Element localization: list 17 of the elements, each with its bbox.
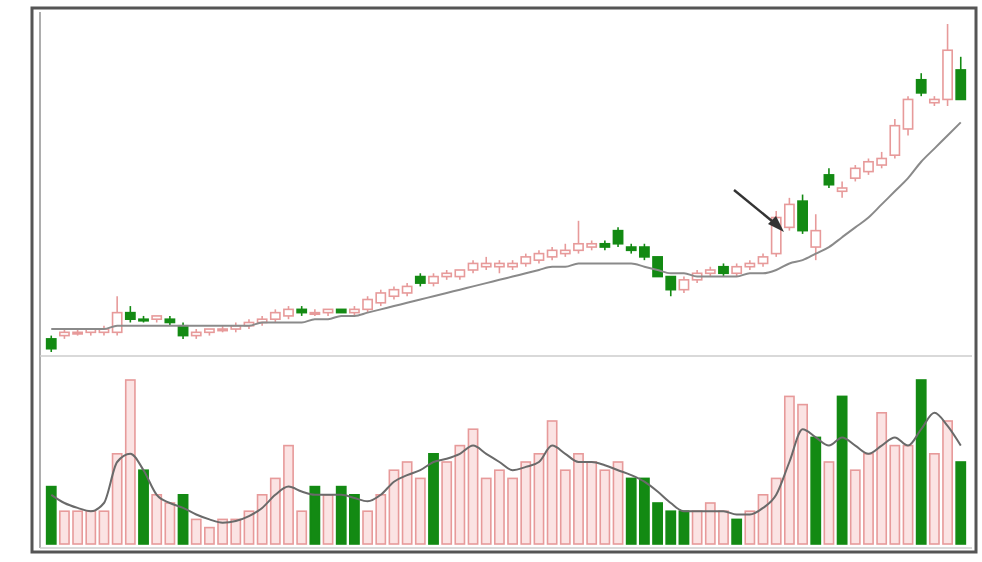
candlestick [823,167,835,189]
bar [309,485,321,545]
bar [45,485,57,545]
bar [836,395,848,545]
candlestick [955,56,967,101]
bar [731,518,743,545]
candlestick [810,213,822,261]
bar [915,379,927,545]
candlestick [836,180,848,199]
bar [428,453,439,545]
bar [138,469,149,545]
bar [955,461,967,545]
candlestick [915,72,927,97]
bar [823,461,835,545]
candlestick [797,193,808,235]
bar [810,436,822,545]
bar [322,494,334,545]
